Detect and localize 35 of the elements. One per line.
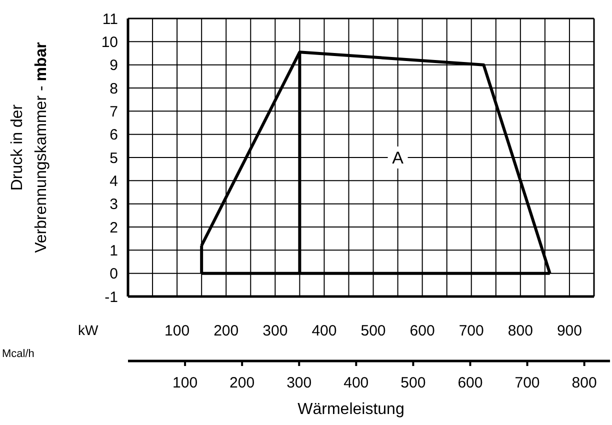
y-tick-label: 2 <box>110 219 118 236</box>
x-tick-label: 400 <box>312 322 337 340</box>
x2-tick-label: 600 <box>458 374 483 392</box>
y-tick-label: 3 <box>110 196 118 214</box>
x-tick-label: 200 <box>214 322 239 340</box>
y-tick-label: 5 <box>110 150 118 167</box>
x-tick-label: 500 <box>360 322 386 340</box>
x-tick-label: 300 <box>262 322 288 340</box>
y-tick-label: 10 <box>101 34 118 51</box>
y-tick-label: 1 <box>110 242 118 260</box>
x-tick-label: 800 <box>508 322 533 340</box>
y-tick-label: 6 <box>110 126 118 144</box>
y-axis-title: Druck in der Verbrennungskammer - mbar <box>9 42 50 253</box>
y-tick-label: 11 <box>102 10 118 28</box>
x2-axis-title: Mcal/h <box>2 348 34 360</box>
x2-tick-label: 500 <box>400 374 426 392</box>
x2-tick-label: 200 <box>230 374 255 392</box>
x-tick-label: 100 <box>164 322 190 340</box>
y-tick-label: 7 <box>110 103 118 120</box>
x-tick-label: 900 <box>556 322 582 340</box>
y-tick-label: 8 <box>110 80 118 98</box>
y-tick-label: -1 <box>104 288 118 306</box>
x2-tick-label: 700 <box>514 374 540 392</box>
x2-tick-label: 100 <box>172 374 198 392</box>
y-tick-label: 0 <box>110 266 118 283</box>
y-tick-label: 9 <box>110 57 118 74</box>
x2-tick-label: 300 <box>286 374 312 392</box>
x2-tick-label: 400 <box>344 374 369 392</box>
annotation: A <box>392 148 404 168</box>
x-tick-label: 700 <box>458 322 484 340</box>
x-axis-title: Wärmeleistung <box>298 401 404 418</box>
x2-tick-label: 800 <box>572 374 597 392</box>
y-tick-label: 4 <box>110 172 118 190</box>
x-tick-label: 600 <box>410 322 435 340</box>
text: kW <box>78 322 99 338</box>
